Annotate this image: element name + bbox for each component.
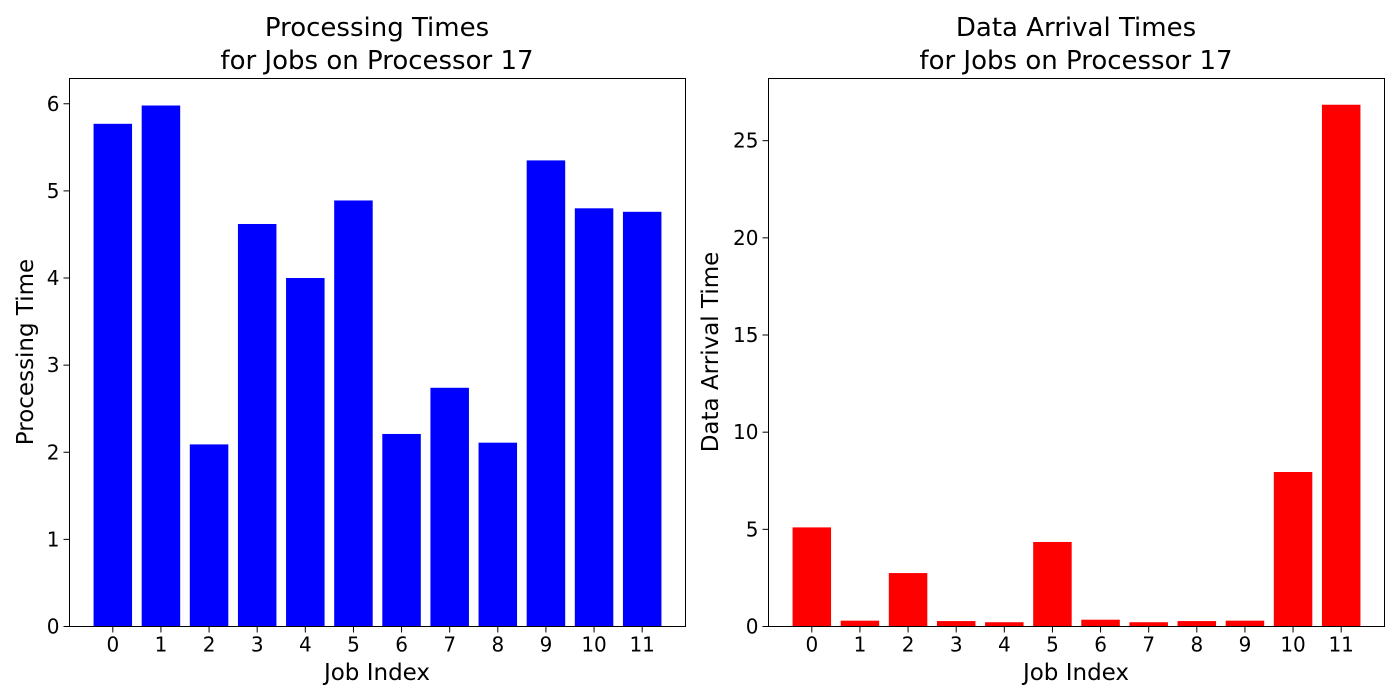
- y-tick-label: 5: [47, 179, 60, 203]
- x-tick-label: 5: [1046, 633, 1059, 657]
- bar-4: [286, 278, 325, 627]
- y-tick-label: 1: [47, 527, 60, 551]
- bar-1: [141, 105, 181, 627]
- x-tick-label: 1: [854, 633, 867, 657]
- x-axis-label: Job Index: [1021, 660, 1129, 686]
- x-tick-label: 10: [1280, 633, 1305, 657]
- x-tick-label: 7: [443, 633, 456, 657]
- data-arrival-times-chart: Data Arrival Times for Jobs on Processor…: [698, 13, 1385, 686]
- bar-11: [622, 211, 662, 627]
- bar-2: [189, 444, 229, 627]
- y-tick-label: 3: [47, 353, 60, 377]
- chart-title-line1: Data Arrival Times: [956, 13, 1196, 43]
- y-axis-ticks: 0 5 10 15 20 25: [733, 129, 769, 639]
- x-tick-label: 6: [395, 633, 408, 657]
- bar-1: [840, 620, 880, 627]
- bar-7: [1129, 622, 1168, 627]
- plot-frame: [69, 78, 686, 627]
- x-tick-label: 7: [1142, 633, 1155, 657]
- x-tick-label: 2: [203, 633, 216, 657]
- x-tick-label: 2: [902, 633, 915, 657]
- bar-6: [1081, 619, 1120, 627]
- chart-title-line2: for Jobs on Processor 17: [919, 46, 1232, 76]
- y-tick-label: 0: [746, 615, 759, 639]
- chart-title-line1: Processing Times: [265, 13, 489, 43]
- x-tick-label: 10: [581, 633, 606, 657]
- chart-title-line2: for Jobs on Processor 17: [220, 46, 533, 76]
- y-tick-label: 4: [47, 266, 60, 290]
- y-tick-label: 2: [47, 440, 60, 464]
- x-tick-label: 4: [299, 633, 312, 657]
- bar-10: [1273, 472, 1313, 627]
- y-tick-label: 6: [47, 92, 60, 116]
- x-tick-label: 11: [1328, 633, 1353, 657]
- bar-9: [526, 160, 566, 627]
- x-axis-ticks: 0 1 2 3 4 5 6 7 8 9 10 11: [805, 626, 1354, 657]
- bar-group: [792, 104, 1361, 627]
- x-tick-label: 6: [1094, 633, 1107, 657]
- y-axis-label: Data Arrival Time: [698, 252, 724, 453]
- x-tick-label: 11: [629, 633, 654, 657]
- bar-5: [1033, 541, 1072, 627]
- x-tick-label: 8: [491, 633, 504, 657]
- y-axis-label: Processing Time: [13, 259, 39, 445]
- y-tick-label: 20: [733, 226, 758, 250]
- bar-2: [888, 573, 928, 627]
- bar-7: [430, 387, 469, 627]
- x-axis-ticks: 0 1 2 3 4 5 6 7 8 9 10 11: [106, 626, 655, 657]
- y-tick-label: 25: [733, 129, 758, 153]
- x-tick-label: 9: [540, 633, 553, 657]
- x-tick-label: 8: [1190, 633, 1203, 657]
- bar-0: [792, 527, 832, 627]
- bar-0: [93, 123, 133, 627]
- y-tick-label: 10: [733, 420, 758, 444]
- plot-frame: [768, 78, 1385, 627]
- y-tick-label: 15: [733, 323, 758, 347]
- bar-8: [478, 442, 518, 627]
- x-tick-label: 9: [1239, 633, 1252, 657]
- x-tick-label: 4: [998, 633, 1011, 657]
- processing-times-chart: Processing Times for Jobs on Processor 1…: [13, 13, 686, 686]
- bar-11: [1321, 104, 1361, 627]
- y-tick-label: 0: [47, 615, 60, 639]
- y-axis-ticks: 0 1 2 3 4 5 6: [47, 92, 70, 639]
- x-tick-label: 1: [155, 633, 168, 657]
- x-tick-label: 5: [347, 633, 360, 657]
- bar-8: [1177, 621, 1217, 627]
- bar-5: [334, 200, 373, 627]
- bar-3: [237, 223, 277, 627]
- bar-10: [574, 208, 614, 627]
- bar-4: [985, 622, 1024, 627]
- x-tick-label: 3: [950, 633, 963, 657]
- x-axis-label: Job Index: [322, 660, 430, 686]
- x-tick-label: 3: [251, 633, 264, 657]
- bar-group: [93, 105, 662, 627]
- y-tick-label: 5: [746, 517, 759, 541]
- x-tick-label: 0: [106, 633, 119, 657]
- bar-3: [936, 621, 976, 627]
- x-tick-label: 0: [805, 633, 818, 657]
- bar-9: [1225, 620, 1265, 627]
- bar-6: [382, 433, 421, 627]
